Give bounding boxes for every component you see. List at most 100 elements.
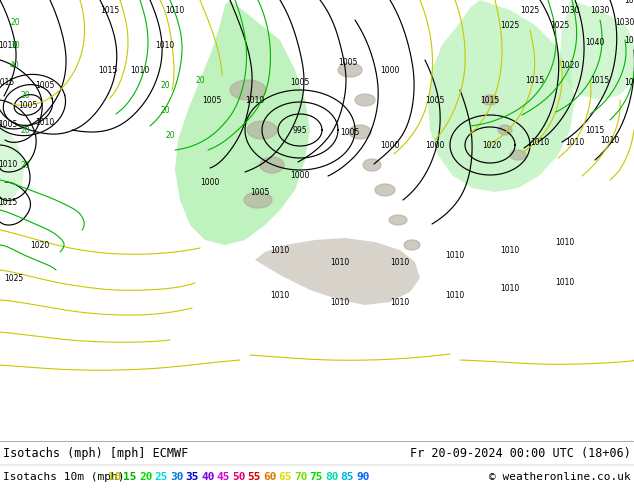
Text: 1015: 1015 xyxy=(481,96,500,104)
Text: 20: 20 xyxy=(160,105,170,115)
Text: 1015: 1015 xyxy=(100,5,120,15)
Text: 1005: 1005 xyxy=(340,127,359,137)
Polygon shape xyxy=(510,150,526,160)
Polygon shape xyxy=(389,215,407,225)
Text: 1010: 1010 xyxy=(330,258,349,267)
Text: 1010: 1010 xyxy=(0,41,18,49)
Text: 1030: 1030 xyxy=(624,0,634,4)
Text: 1025: 1025 xyxy=(521,5,540,15)
Text: 1015: 1015 xyxy=(0,77,15,87)
Text: 30: 30 xyxy=(10,41,20,49)
Text: 1000: 1000 xyxy=(290,171,309,179)
Text: 80: 80 xyxy=(325,472,339,482)
Text: 1040: 1040 xyxy=(585,38,605,47)
Text: 1000: 1000 xyxy=(200,177,220,187)
Text: 1010: 1010 xyxy=(330,297,349,307)
Text: 20: 20 xyxy=(139,472,153,482)
Text: 1020: 1020 xyxy=(624,35,634,45)
Text: 1000: 1000 xyxy=(425,141,444,149)
Text: 40: 40 xyxy=(201,472,214,482)
Text: 1015: 1015 xyxy=(590,75,610,84)
Text: 20: 20 xyxy=(160,80,170,90)
Text: 1010: 1010 xyxy=(0,160,18,169)
Text: 1010: 1010 xyxy=(155,41,174,49)
Text: 1005: 1005 xyxy=(290,77,309,87)
Text: 1010: 1010 xyxy=(270,291,290,299)
Polygon shape xyxy=(560,0,634,100)
Text: 35: 35 xyxy=(186,472,199,482)
Polygon shape xyxy=(255,238,420,305)
Text: 1010: 1010 xyxy=(36,118,55,126)
Text: 1020: 1020 xyxy=(482,141,501,149)
Text: 1025: 1025 xyxy=(550,21,569,29)
Text: 1010: 1010 xyxy=(445,250,465,260)
Text: 1010: 1010 xyxy=(165,5,184,15)
Text: 1010: 1010 xyxy=(500,245,520,254)
Polygon shape xyxy=(375,184,395,196)
Text: 1010: 1010 xyxy=(555,277,574,287)
Text: 70: 70 xyxy=(294,472,307,482)
Text: 1005: 1005 xyxy=(250,188,269,196)
Text: 75: 75 xyxy=(309,472,323,482)
Polygon shape xyxy=(175,0,310,245)
Text: 20: 20 xyxy=(20,91,30,99)
Text: 1015: 1015 xyxy=(526,75,545,84)
Text: 20: 20 xyxy=(20,161,30,170)
Text: 20: 20 xyxy=(165,130,175,140)
Text: 1005: 1005 xyxy=(202,96,222,104)
Text: 1010: 1010 xyxy=(566,138,585,147)
Text: 20: 20 xyxy=(20,125,30,134)
Text: 1010: 1010 xyxy=(245,96,264,104)
Text: 1030: 1030 xyxy=(560,5,579,15)
Text: 1015: 1015 xyxy=(0,197,18,206)
Text: Fr 20-09-2024 00:00 UTC (18+06): Fr 20-09-2024 00:00 UTC (18+06) xyxy=(410,446,631,460)
Text: 1010: 1010 xyxy=(500,284,520,293)
Text: 1010: 1010 xyxy=(600,136,619,145)
Text: 1010: 1010 xyxy=(445,291,465,299)
Text: 1010: 1010 xyxy=(270,245,290,254)
Text: 1025: 1025 xyxy=(4,273,23,283)
Text: 90: 90 xyxy=(356,472,370,482)
Text: 15: 15 xyxy=(124,472,137,482)
Text: 25: 25 xyxy=(155,472,168,482)
Text: 1005: 1005 xyxy=(339,57,358,67)
Text: 1010: 1010 xyxy=(624,77,634,87)
Text: 45: 45 xyxy=(216,472,230,482)
Text: 1020: 1020 xyxy=(560,60,579,70)
Text: 1010: 1010 xyxy=(531,138,550,147)
Text: 1015: 1015 xyxy=(98,66,118,74)
Polygon shape xyxy=(363,159,381,171)
Text: 40: 40 xyxy=(10,60,20,70)
Text: 995: 995 xyxy=(293,125,307,134)
Text: 1025: 1025 xyxy=(500,21,520,29)
Text: 1005: 1005 xyxy=(425,96,444,104)
Polygon shape xyxy=(355,94,375,106)
Text: 1005: 1005 xyxy=(18,100,37,109)
Text: 1010: 1010 xyxy=(391,297,410,307)
Text: 1010: 1010 xyxy=(131,66,150,74)
Polygon shape xyxy=(498,125,512,135)
Text: 1010: 1010 xyxy=(391,258,410,267)
Text: 30: 30 xyxy=(170,472,183,482)
Polygon shape xyxy=(338,63,362,77)
Text: Isotachs (mph) [mph] ECMWF: Isotachs (mph) [mph] ECMWF xyxy=(3,446,188,460)
Polygon shape xyxy=(0,120,25,208)
Text: © weatheronline.co.uk: © weatheronline.co.uk xyxy=(489,472,631,482)
Text: 20: 20 xyxy=(10,18,20,26)
Polygon shape xyxy=(404,240,420,250)
Text: 1010: 1010 xyxy=(555,238,574,246)
Text: 85: 85 xyxy=(340,472,354,482)
Polygon shape xyxy=(247,121,277,139)
Polygon shape xyxy=(230,80,266,100)
Polygon shape xyxy=(349,125,371,139)
Text: 60: 60 xyxy=(263,472,276,482)
Text: 1000: 1000 xyxy=(380,66,399,74)
Text: 10: 10 xyxy=(108,472,122,482)
Text: 1015: 1015 xyxy=(585,125,605,134)
Text: 1005: 1005 xyxy=(0,120,18,128)
Text: 1020: 1020 xyxy=(30,241,49,249)
Polygon shape xyxy=(244,192,272,208)
Text: 1005: 1005 xyxy=(36,80,55,90)
Polygon shape xyxy=(482,95,498,105)
Text: 65: 65 xyxy=(278,472,292,482)
